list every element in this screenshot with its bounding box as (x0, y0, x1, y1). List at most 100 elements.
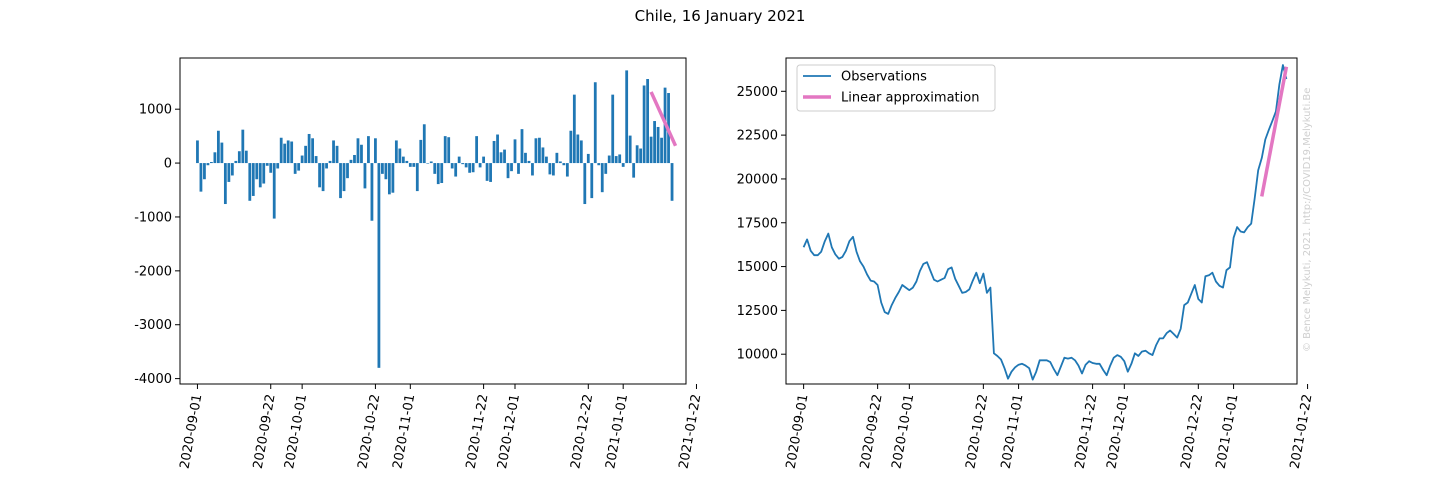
daily-change-bar (286, 140, 290, 164)
chart0-ytick-label: -4000 (134, 372, 172, 387)
chart1-xtick-label: 2020-11-01 (999, 393, 1027, 470)
daily-change-bar (304, 145, 308, 164)
daily-change-bar (391, 163, 395, 193)
daily-change-bar (318, 163, 321, 188)
daily-change-bar (586, 153, 590, 164)
chart1-ytick-label: 15000 (737, 260, 778, 275)
chart1-xtick-label: 2020-10-22 (963, 393, 991, 470)
daily-change-bar (255, 163, 259, 180)
daily-change-bar (555, 152, 559, 164)
daily-change-bar (346, 163, 349, 179)
daily-change-bar (485, 163, 489, 181)
daily-change-bar (381, 163, 384, 174)
chart0-xtick-label: 2020-09-01 (177, 393, 205, 470)
daily-change-bar (216, 130, 220, 164)
chart0-xtick-label: 2020-11-01 (390, 393, 418, 470)
daily-change-bar (579, 140, 583, 164)
daily-change-bar (649, 136, 653, 164)
chart0-xtick-label: 2021-01-01 (603, 393, 631, 470)
daily-change-bar (639, 148, 643, 164)
observations-line-chart: 10000 12500 15000 17500 20000 22500 25000 2020-… (737, 57, 1316, 470)
daily-change-bar (642, 85, 646, 164)
chart0-xtick-label: 2020-12-01 (495, 393, 523, 470)
daily-change-bar (653, 121, 656, 164)
daily-change-bar (325, 163, 328, 169)
chart1-ytick-label: 20000 (737, 172, 778, 187)
daily-change-bar (349, 159, 353, 164)
daily-change-bar (503, 149, 506, 164)
daily-change-bar (621, 163, 625, 167)
daily-change-bar (234, 160, 238, 164)
bar-linear-approximation-line (649, 91, 678, 147)
figure-title: Chile, 16 January 2021 (634, 7, 806, 25)
daily-change-bar (492, 140, 496, 164)
daily-change-bar (199, 163, 203, 192)
daily-change-bar (290, 141, 294, 164)
daily-change-bar (223, 163, 227, 205)
daily-change-bar (206, 163, 210, 166)
daily-change-bar (321, 163, 325, 192)
daily-change-bar (670, 163, 674, 201)
daily-change-bar (478, 163, 482, 168)
daily-change-bar (461, 163, 465, 165)
daily-change-bar (426, 163, 430, 164)
daily-change-bar (531, 163, 534, 176)
daily-change-bar (524, 152, 527, 164)
chart1-xtick-label: 2021-01-22 (1288, 393, 1316, 470)
daily-change-bar (506, 163, 510, 179)
chart0-ytick-label: -3000 (134, 318, 172, 333)
copyright-watermark: © Bence Melykuti, 2021. http://COVID19.M… (1302, 88, 1313, 352)
daily-change-bar (248, 163, 252, 201)
daily-change-bar (314, 156, 318, 164)
chart1-ytick-label: 22500 (737, 129, 778, 144)
chart0-xtick-label: 2021-01-22 (677, 393, 705, 470)
chart1-xtick-label: 2020-12-01 (1104, 393, 1132, 470)
daily-change-bar (213, 152, 217, 164)
daily-change-bar (283, 143, 287, 164)
daily-change-bar (517, 163, 520, 174)
chart1-xtick-label: 2020-09-01 (784, 393, 812, 470)
daily-change-bar (433, 163, 437, 174)
daily-change-bar (394, 140, 398, 164)
chart0-ytick-label: -2000 (134, 264, 172, 279)
daily-change-bar (482, 156, 485, 164)
daily-change-bar (415, 163, 419, 192)
chart1-xtick-label: 2020-11-22 (1073, 393, 1101, 470)
daily-change-bar (339, 163, 342, 199)
observations-line (802, 64, 1288, 381)
daily-change-bar (583, 163, 587, 205)
daily-change-bar (237, 151, 241, 164)
daily-change-bar (562, 163, 566, 166)
legend-box (796, 64, 996, 112)
daily-change-bar (471, 163, 475, 173)
daily-change-bar (356, 138, 360, 164)
daily-change-bar (440, 163, 444, 184)
daily-change-bar (593, 82, 597, 164)
daily-change-bar (272, 163, 276, 219)
daily-change-bar-chart: -4000 -3000 -2000 -1000 0 1000 2020-09-01 2020-… (134, 57, 705, 470)
daily-change-bar (429, 161, 433, 164)
daily-change-bar (534, 138, 538, 164)
daily-change-bar (541, 147, 545, 164)
daily-change-bar (611, 94, 615, 164)
daily-change-bar (419, 139, 423, 164)
daily-change-bar (607, 155, 611, 164)
daily-change-bar (293, 163, 297, 174)
daily-change-bar (401, 156, 405, 164)
legend-approximation-label: Linear approximation (841, 91, 979, 106)
daily-change-bar (370, 163, 374, 221)
chart1-xtick-label: 2020-09-22 (858, 393, 886, 470)
right-plot-frame (785, 57, 1298, 385)
linear-approximation-line (1260, 66, 1289, 197)
daily-change-bar (565, 163, 569, 177)
daily-change-bar (203, 163, 206, 180)
daily-change-bar (311, 138, 315, 164)
daily-change-bar (646, 79, 650, 164)
chart0-ytick-label: -1000 (134, 210, 172, 225)
daily-change-bar (569, 130, 573, 164)
daily-change-bar (576, 134, 580, 164)
chart0-xtick-label: 2020-12-22 (568, 393, 596, 470)
daily-change-bar (614, 156, 618, 164)
daily-change-bar (443, 136, 447, 164)
